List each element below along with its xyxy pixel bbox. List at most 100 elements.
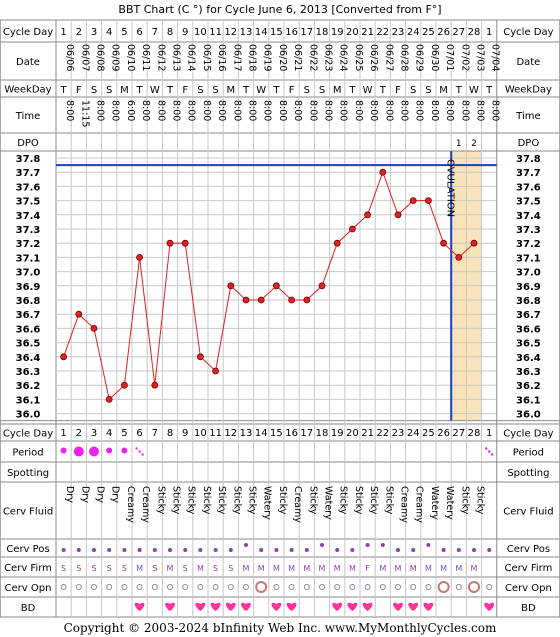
row-label-cycle_day: Cycle Day xyxy=(3,429,53,440)
row-label-bd: BD xyxy=(21,603,36,614)
date-cell: 06/20 xyxy=(277,44,288,71)
cerv-opn-circle xyxy=(212,584,219,590)
cerv-fluid-cell: Sticky xyxy=(307,486,318,515)
time-cell: 8:00 xyxy=(201,100,212,121)
weekday-cell: T xyxy=(136,85,144,96)
y-tick-right: 37.5 xyxy=(516,197,541,208)
time-cell: 8:00 xyxy=(140,100,151,121)
cerv-opn-circle xyxy=(151,584,158,590)
cerv-opn-circle xyxy=(468,581,480,593)
cycle-day-cell-bottom: 22 xyxy=(376,428,389,439)
time-cell: 8:00 xyxy=(444,100,455,121)
date-cell: 06/21 xyxy=(292,44,303,71)
weekday-cell: T xyxy=(272,85,280,96)
date-cell: 06/27 xyxy=(383,44,394,71)
weekday-cell: F xyxy=(182,85,188,96)
bd-heart-icon xyxy=(195,602,206,611)
cycle-day-cell-bottom: 4 xyxy=(106,428,112,439)
row-label-cerv_pos: Cerv Pos xyxy=(6,544,49,555)
cerv-fluid-cell: Creamy xyxy=(292,486,303,523)
cerv-pos-dot xyxy=(244,543,248,547)
date-cell: 07/03 xyxy=(475,44,486,71)
bd-heart-icon xyxy=(408,602,419,611)
time-cell: 8:00 xyxy=(231,100,242,121)
row-label-weekday: WeekDay xyxy=(4,85,51,96)
weekday-cell: M xyxy=(333,85,342,96)
y-tick-right: 36.2 xyxy=(516,381,541,392)
weekday-cell: W xyxy=(150,85,160,96)
y-tick-left: 36.0 xyxy=(16,410,41,421)
row-label-right-cycle_day: Cycle Day xyxy=(503,27,553,38)
footer-copyright: Copyright © 2003-2024 bInfinity Web Inc.… xyxy=(64,621,497,635)
cerv-pos-dot xyxy=(168,548,172,552)
temperature-point xyxy=(257,296,265,304)
cerv-opn-circle xyxy=(243,584,249,590)
row-label-right-cerv_pos: Cerv Pos xyxy=(507,544,550,555)
cerv-fluid-cell: Sticky xyxy=(459,486,470,515)
weekday-cell: S xyxy=(197,85,203,96)
cerv-firm-cell: M xyxy=(379,564,386,573)
period-heavy-dot xyxy=(73,446,84,457)
cerv-opn-circle xyxy=(425,584,432,590)
cycle-day-cell-bottom: 16 xyxy=(285,428,298,439)
cycle-day-cell: 15 xyxy=(270,27,283,38)
cerv-pos-dot xyxy=(441,548,446,552)
period-heavy-dot xyxy=(89,446,99,457)
cycle-day-cell: 9 xyxy=(182,27,188,38)
y-tick-right: 36.1 xyxy=(516,395,541,406)
cerv-pos-dot xyxy=(76,548,81,552)
y-tick-left: 37.3 xyxy=(16,225,41,236)
cerv-fluid-cell: Creamy xyxy=(125,486,136,523)
time-cell: 8:00 xyxy=(216,100,227,121)
cerv-firm-cell: M xyxy=(455,564,462,573)
temperature-point xyxy=(394,211,402,219)
cycle-day-cell-bottom: 2 xyxy=(76,428,82,439)
cycle-day-cell: 1 xyxy=(486,27,492,38)
cerv-fluid-cell: Sticky xyxy=(475,486,486,515)
temperature-point xyxy=(333,239,341,247)
temperature-point xyxy=(288,296,296,304)
cerv-pos-dot xyxy=(183,548,188,552)
weekday-cell: T xyxy=(485,85,493,96)
bd-heart-icon xyxy=(347,602,358,611)
cerv-fluid-cell: Creamy xyxy=(414,486,425,523)
cerv-opn-circle xyxy=(106,584,113,590)
y-tick-right: 37.0 xyxy=(516,268,541,279)
cerv-opn-circle xyxy=(303,584,310,590)
bd-heart-icon xyxy=(286,602,297,611)
cerv-opn-circle xyxy=(182,584,189,590)
cerv-opn-circle xyxy=(455,584,462,590)
temperature-point xyxy=(424,197,432,205)
cerv-opn-circle xyxy=(167,584,173,590)
y-tick-left: 36.2 xyxy=(16,381,41,392)
cycle-day-cell-bottom: 8 xyxy=(167,428,173,439)
time-cell: 8:00 xyxy=(277,100,288,121)
weekday-cell: T xyxy=(455,85,463,96)
y-tick-right: 37.3 xyxy=(516,225,541,236)
weekday-cell: W xyxy=(256,85,266,96)
cerv-firm-cell: M xyxy=(334,564,341,573)
cerv-opn-circle xyxy=(349,584,356,590)
cycle-day-cell: 19 xyxy=(331,27,344,38)
cycle-day-cell-bottom: 6 xyxy=(136,428,142,439)
weekday-cell: T xyxy=(379,85,387,96)
cerv-firm-cell: S xyxy=(107,564,112,573)
temperature-line xyxy=(63,170,475,401)
temperature-point xyxy=(60,353,67,361)
weekday-cell: T xyxy=(348,85,356,96)
cerv-fluid-cell: Dry xyxy=(110,486,121,503)
temperature-point xyxy=(90,324,98,332)
temperature-point xyxy=(181,239,189,247)
date-cell: 07/02 xyxy=(459,44,470,71)
weekday-cell: W xyxy=(363,85,373,96)
time-cell: 8:00 xyxy=(323,100,334,121)
time-cell: 11:15 xyxy=(79,100,90,127)
date-cell: 06/17 xyxy=(231,44,242,71)
y-tick-left: 36.4 xyxy=(16,353,41,364)
row-label-period: Period xyxy=(12,448,43,459)
cerv-firm-cell: M xyxy=(303,564,310,573)
weekday-cell: F xyxy=(76,85,82,96)
cerv-opn-circle xyxy=(379,584,386,590)
cycle-day-cell-bottom: 7 xyxy=(152,428,158,439)
